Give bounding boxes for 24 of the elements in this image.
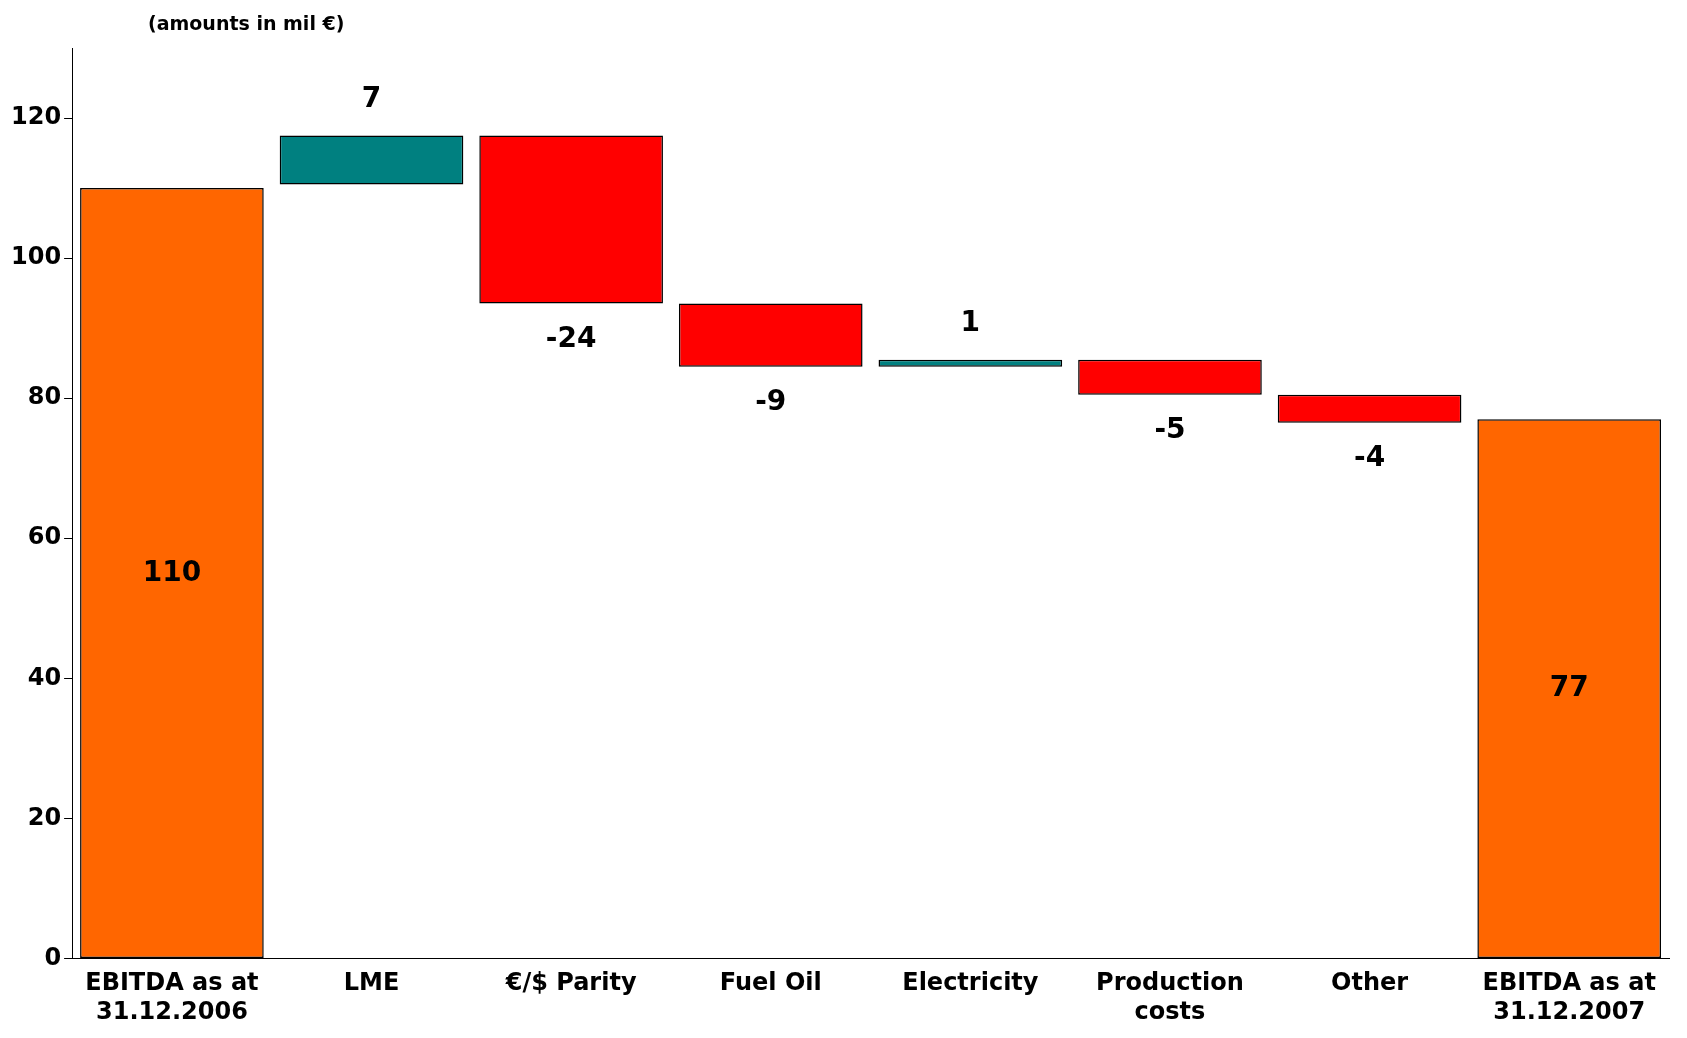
y-tick-label: 60 xyxy=(27,522,62,551)
y-tick-label: 20 xyxy=(27,802,62,831)
x-tick-label: Other xyxy=(1331,968,1409,997)
y-tick-label: 0 xyxy=(44,942,62,971)
data-label: 110 xyxy=(142,554,202,588)
text: (amounts in mil €) xyxy=(148,12,345,34)
x-tick-label: LME xyxy=(343,968,400,997)
data-label: -9 xyxy=(755,383,787,417)
x-tick-label: €/$ Parity xyxy=(504,968,637,997)
x-tick-label: EBITDA as at 31.12.2006 xyxy=(85,968,259,1025)
y-tick-label: 40 xyxy=(27,662,62,691)
data-label: -5 xyxy=(1154,411,1186,445)
x-tick-label: Fuel Oil xyxy=(719,968,822,997)
x-tick-label: Electricity xyxy=(902,968,1039,997)
x-tick-label: Production costs xyxy=(1096,968,1244,1025)
data-label: -4 xyxy=(1354,439,1386,473)
y-tick-label: 120 xyxy=(10,102,62,131)
data-label: -24 xyxy=(545,320,597,354)
y-tick-label: 100 xyxy=(10,242,62,271)
data-label: 77 xyxy=(1549,670,1589,704)
data-label: 7 xyxy=(361,80,382,114)
y-tick-label: 80 xyxy=(27,382,62,411)
x-tick-label: EBITDA as at 31.12.2007 xyxy=(1482,968,1656,1025)
data-label: 1 xyxy=(960,304,981,338)
